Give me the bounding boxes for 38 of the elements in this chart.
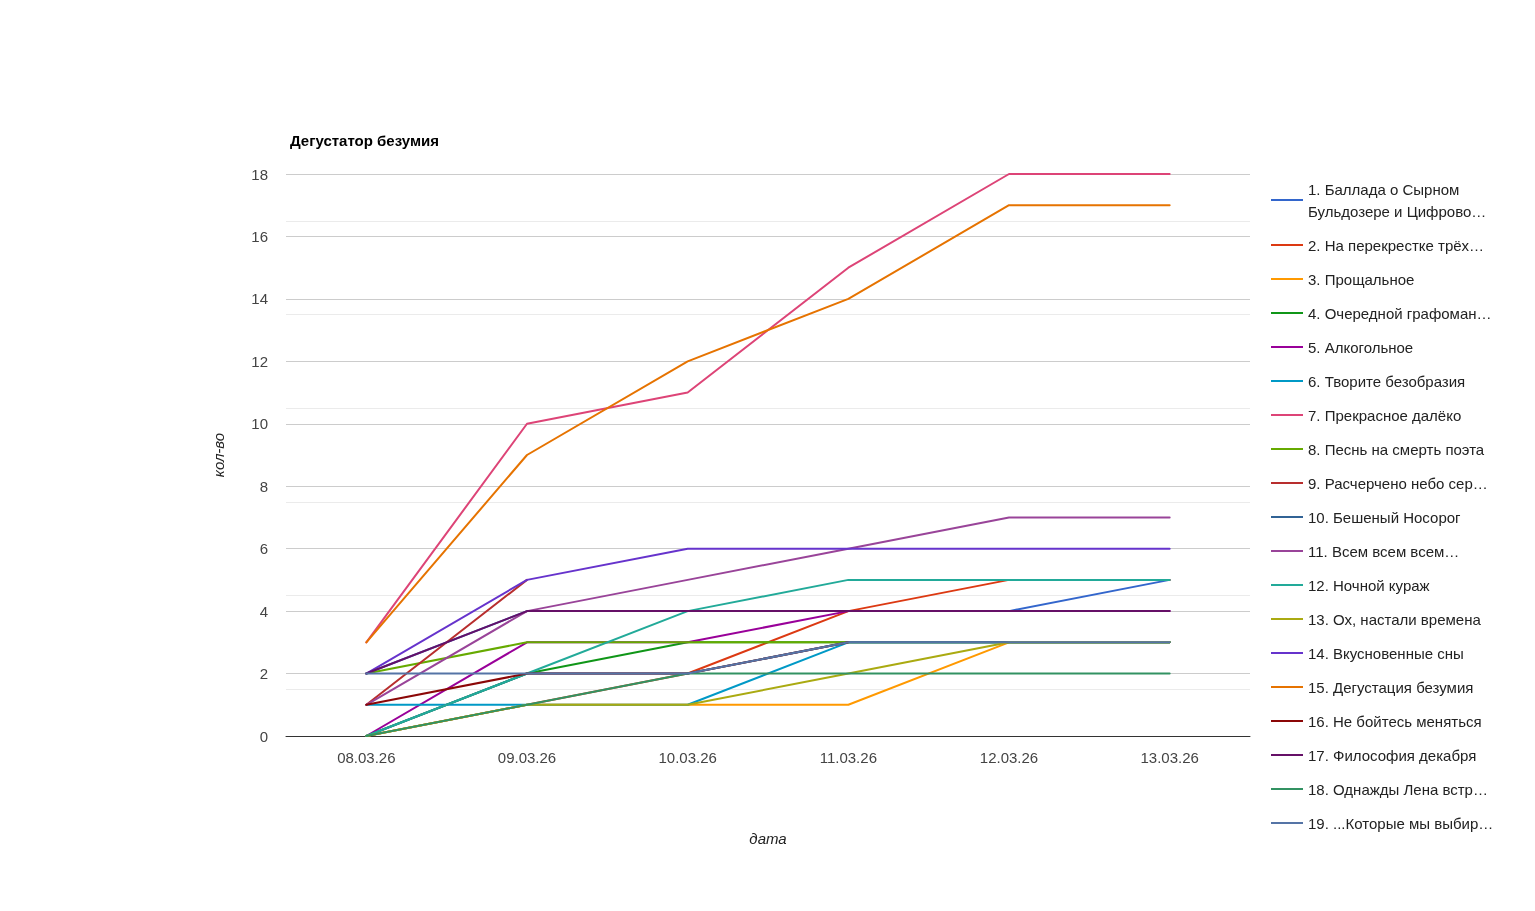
y-tick-label: 18 [251,165,268,183]
legend-label: 8. Песнь на смерть поэта [1308,440,1485,458]
y-tick-label: 2 [259,665,268,683]
y-tick-label: 6 [259,540,268,558]
legend-label: 15. Дегустация безумия [1308,678,1474,696]
legend-label: 5. Алкогольное [1308,338,1414,356]
legend-label: 13. Ох, настали времена [1308,610,1482,628]
legend-label: 1. Баллада о Сырном Бульдозере и Цифрово… [1308,180,1487,220]
legend-label: 17. Философия декабря [1308,746,1477,764]
legend-label: 14. Вкусновенные сны [1308,644,1464,662]
y-axis-title: кол-во [210,432,227,478]
y-tick-label: 10 [251,415,268,433]
legend-label: 3. Прощальное [1308,270,1415,288]
y-tick-label: 0 [259,727,268,745]
x-tick-label: 09.03.26 [497,749,557,766]
legend-label: 11. Всем всем всем… [1308,542,1460,560]
x-tick-label: 08.03.26 [337,749,396,766]
legend-label: 12. Ночной кураж [1308,576,1430,594]
legend-label: 7. Прекрасное далёко [1308,406,1462,424]
chart-title: Дегустатор безумия [290,132,440,149]
y-tick-label: 8 [259,477,268,495]
y-tick-label: 12 [251,352,268,370]
y-tick-label: 16 [251,227,268,245]
legend-label: 19. ...Которые мы выбир… [1308,814,1494,832]
x-tick-label: 12.03.26 [979,749,1039,766]
x-tick-label: 13.03.26 [1140,749,1199,766]
legend-label: 18. Однажды Лена встр… [1308,780,1488,798]
legend-label: 4. Очередной графоман… [1308,304,1492,322]
legend-label: 6. Творите безобразия [1308,372,1466,390]
legend-label: 16. Не бойтесь меняться [1308,712,1482,730]
legend-label: 10. Бешеный Носорог [1308,508,1462,526]
legend-label: 2. На перекрестке трёх… [1308,236,1485,254]
y-tick-label: 14 [251,290,268,308]
legend-label: 9. Расчерчено небо сер… [1308,474,1488,492]
y-tick-label: 4 [259,602,268,620]
x-tick-label: 11.03.26 [819,749,877,766]
x-tick-label: 10.03.26 [658,749,717,766]
x-axis-title: дата [749,830,787,847]
